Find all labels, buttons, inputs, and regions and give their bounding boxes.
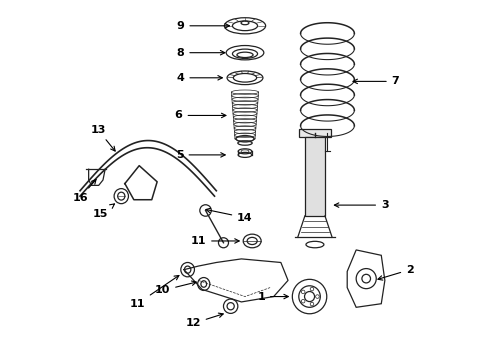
- Text: 14: 14: [206, 208, 253, 222]
- Text: 5: 5: [176, 150, 225, 160]
- Bar: [299, 129, 331, 137]
- Bar: [305, 137, 325, 216]
- Text: 9: 9: [176, 21, 229, 31]
- Ellipse shape: [241, 21, 249, 25]
- Text: 13: 13: [90, 125, 115, 151]
- Text: 7: 7: [353, 76, 399, 86]
- Text: 10: 10: [155, 281, 196, 296]
- Text: 8: 8: [176, 48, 225, 58]
- Text: 6: 6: [175, 111, 226, 121]
- Text: 3: 3: [334, 200, 389, 210]
- Text: 4: 4: [176, 73, 222, 83]
- Text: 15: 15: [93, 204, 115, 219]
- Text: 1: 1: [257, 292, 288, 302]
- Text: 11: 11: [191, 236, 239, 246]
- Text: 12: 12: [185, 313, 223, 328]
- Text: 16: 16: [72, 179, 96, 203]
- Text: 2: 2: [378, 265, 414, 280]
- Text: 11: 11: [130, 275, 179, 309]
